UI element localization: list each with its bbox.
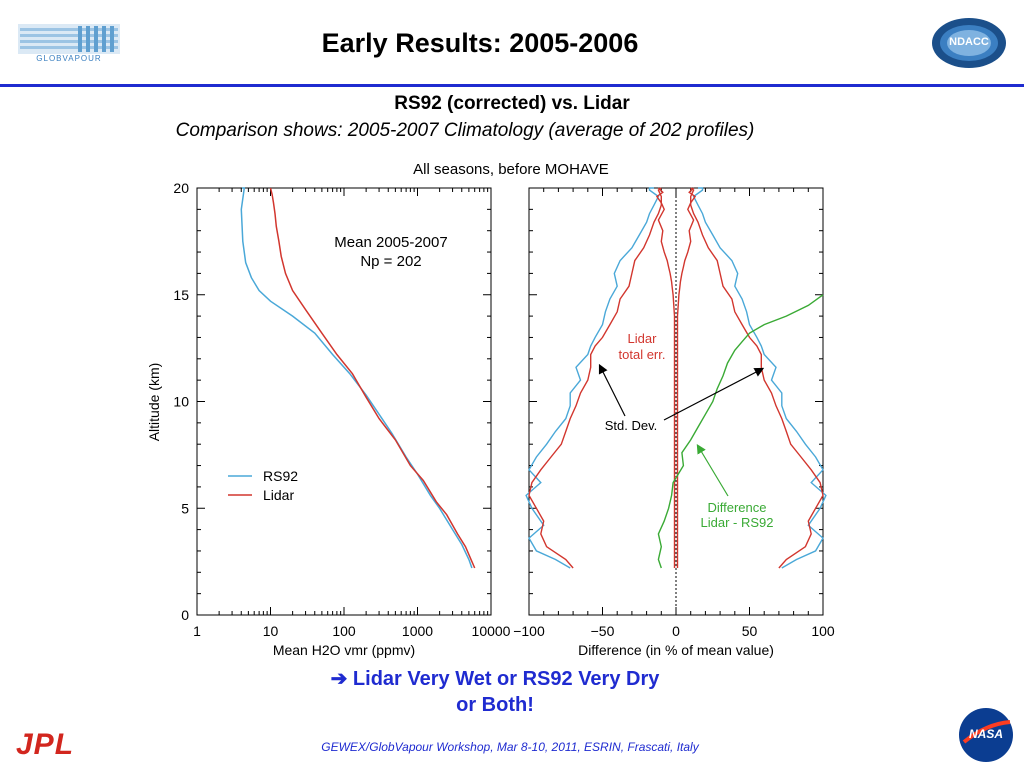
- right-x-tick-label: −100: [513, 623, 545, 639]
- left-plot-frame: [196, 187, 492, 616]
- charts-area: All seasons, before MOHAVE 0 5 10 15 20 1 10 10…: [146, 161, 835, 658]
- globvapour-logo: GLOBVAPOUR: [18, 24, 120, 64]
- conclusion-line1: ➔ Lidar Very Wet or RS92 Very Dry: [330, 668, 660, 690]
- left-chart: 0 5 10 15 20 1 10 100 1000 10000 Mean 2005-2007 N…: [146, 180, 511, 658]
- left-series-lines: [240, 187, 476, 569]
- std-dev-arrow-left: [598, 363, 626, 417]
- globvapour-logo-text: GLOBVAPOUR: [36, 54, 102, 63]
- left-chart-annotation-line2: Np = 202: [360, 253, 421, 270]
- left-x-axis-label: Mean H2O vmr (ppmv): [273, 642, 415, 658]
- nasa-logo-text: NASA: [968, 727, 1003, 741]
- globvapour-logo-graphic: [18, 24, 120, 62]
- subtitle-comparison: Comparison shows: 2005-2007 Climatology …: [175, 120, 755, 141]
- nasa-logo: NASA: [956, 706, 1016, 764]
- std-dev-arrow-right: [663, 367, 765, 421]
- annotation-lidar: Lidar: [628, 331, 658, 346]
- right-x-tick-label: 100: [811, 623, 835, 639]
- right-x-tick-label: −50: [591, 623, 615, 639]
- left-x-tick-label: 1000: [402, 623, 433, 639]
- series-line-lidar: [269, 187, 476, 569]
- chart-title: All seasons, before MOHAVE: [413, 161, 609, 178]
- left-y-axis-label: Altitude (km): [146, 363, 162, 442]
- left-chart-annotation-line1: Mean 2005-2007: [334, 234, 447, 251]
- footer-caption: GEWEX/GlobVapour Workshop, Mar 8-10, 201…: [321, 740, 699, 754]
- conclusion-text: ➔ Lidar Very Wet or RS92 Very Dry or Bot…: [180, 666, 810, 718]
- subtitle: RS92 (corrected) vs. Lidar: [394, 93, 630, 114]
- difference-arrow: [696, 443, 729, 497]
- right-x-tick-label: 50: [742, 623, 758, 639]
- series-line-std-dev-positive: [692, 187, 827, 569]
- annotation-std-dev: Std. Dev.: [605, 418, 658, 433]
- series-line-lidar-total-err-negative: [528, 187, 662, 569]
- right-series-lines: [525, 187, 827, 569]
- left-x-tick-label: 10000: [472, 623, 511, 639]
- ndacc-logo: NDACC: [930, 16, 1008, 70]
- left-y-tick-label: 20: [173, 180, 189, 196]
- right-x-axis-label: Difference (in % of mean value): [578, 642, 774, 658]
- series-line-difference-lidar-rs92: [657, 294, 824, 569]
- series-line-lidar-total-err-positive: [690, 187, 824, 569]
- jpl-logo: JPL: [16, 728, 75, 761]
- left-x-tick-label: 100: [332, 623, 356, 639]
- right-axis-ticks: −100 −50 0 50 100: [513, 187, 835, 639]
- left-y-tick-label: 0: [181, 607, 189, 623]
- series-line-rs92: [240, 187, 473, 569]
- series-line-std-dev-negative: [525, 187, 660, 569]
- title-divider: [0, 84, 1024, 87]
- annotation-lidar-minus-rs92: Lidar - RS92: [701, 515, 774, 530]
- ndacc-logo-graphic: [932, 18, 1006, 68]
- series-line-lidar-total-err-inner-negative: [655, 187, 676, 568]
- left-x-tick-label: 1: [193, 623, 201, 639]
- conclusion-line2: or Both!: [456, 694, 534, 716]
- annotation-total-err: total err.: [619, 347, 666, 362]
- right-x-tick-label: 0: [672, 623, 680, 639]
- left-y-tick-label: 5: [181, 500, 189, 516]
- legend-rs92-label: RS92: [263, 468, 298, 484]
- left-axis-ticks: 0 5 10 15 20 1 10 100 1000 10000: [173, 180, 510, 639]
- slide-title: Early Results: 2005-2006: [321, 28, 639, 58]
- left-y-tick-label: 15: [173, 287, 189, 303]
- ndacc-logo-text: NDACC: [949, 36, 989, 48]
- series-line-lidar-total-err-inner-positive: [676, 187, 697, 568]
- nasa-logo-graphic: [959, 708, 1013, 762]
- legend-lidar-label: Lidar: [263, 487, 294, 503]
- annotation-difference: Difference: [707, 500, 766, 515]
- right-chart: −100 −50 0 50 100 Lidar total err. Std. Dev.…: [513, 187, 835, 658]
- left-y-tick-label: 10: [173, 394, 189, 410]
- left-x-tick-label: 10: [263, 623, 279, 639]
